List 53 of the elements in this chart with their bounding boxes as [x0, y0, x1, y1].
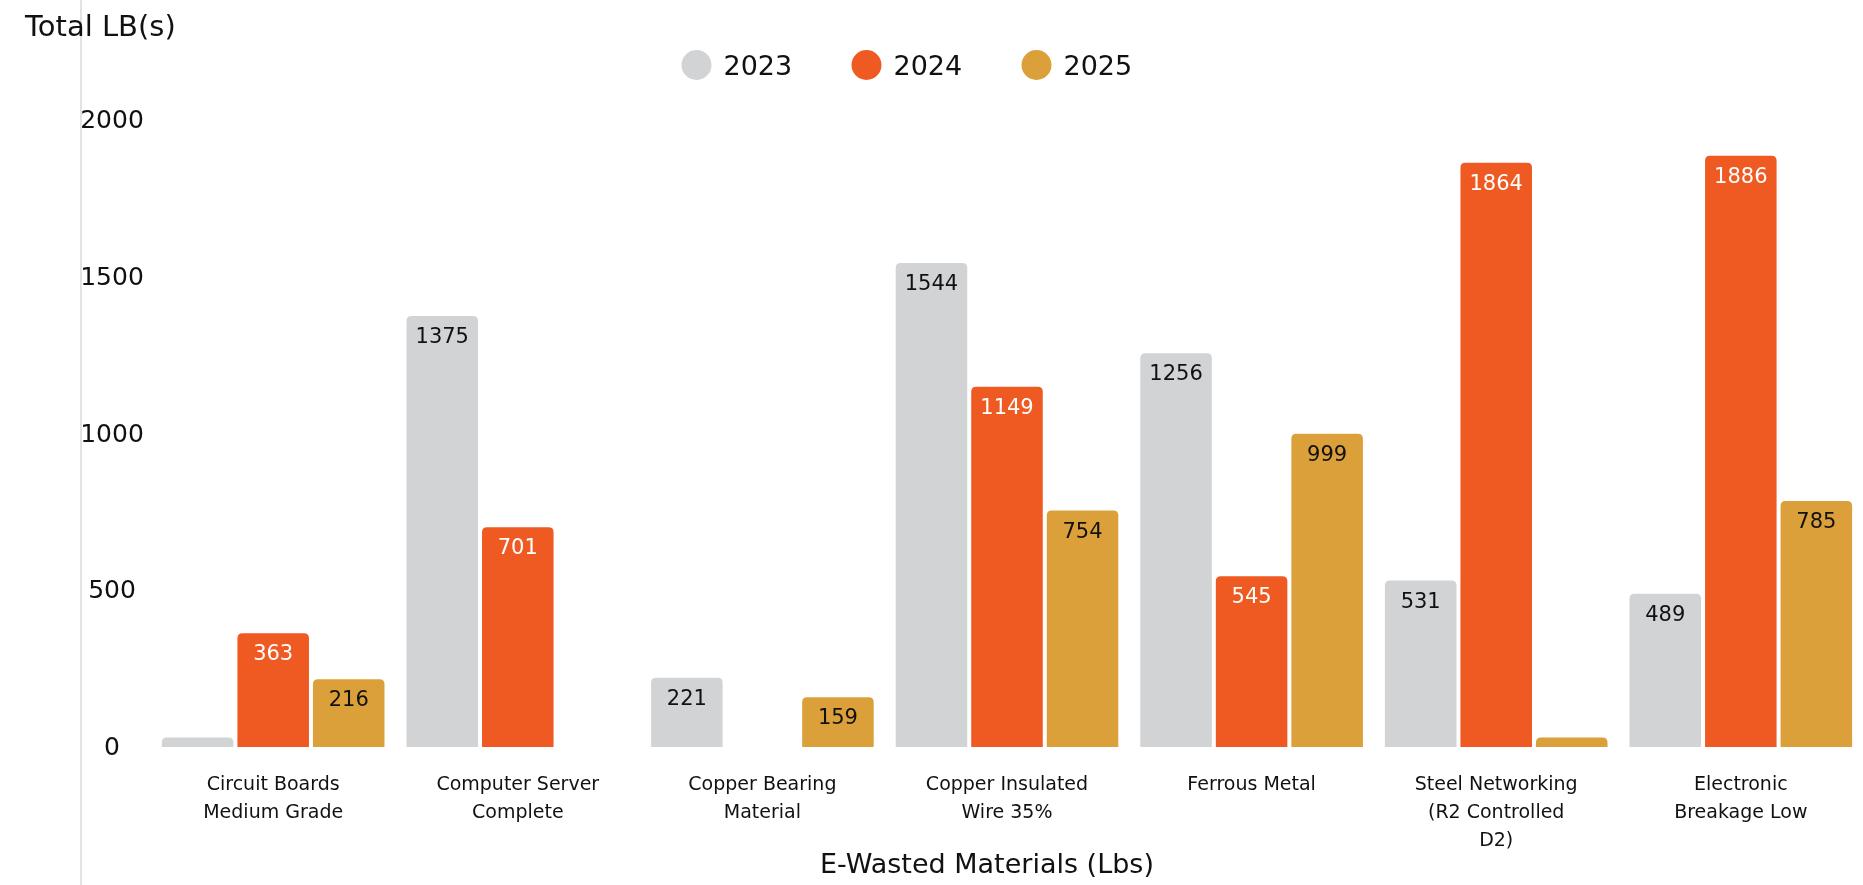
- legend-label: 2024: [893, 50, 963, 81]
- data-label: 1544: [904, 270, 959, 295]
- y-tick-label: 500: [88, 575, 136, 605]
- bar: [482, 527, 554, 747]
- data-label: 221: [666, 685, 707, 710]
- bar: [1460, 162, 1532, 747]
- x-tick-label: Ferrous Metal: [1187, 772, 1316, 794]
- bar: [161, 737, 234, 747]
- data-label: 1886: [1714, 163, 1768, 188]
- legend-label: 2025: [1063, 50, 1133, 81]
- data-label: 785: [1796, 508, 1837, 533]
- bar: [1535, 737, 1608, 747]
- x-tick-label: Copper Insulated Wire 35%: [925, 772, 1089, 822]
- bar: [1629, 593, 1702, 747]
- data-label: 1149: [980, 394, 1034, 419]
- x-tick-label: Computer Server Complete: [436, 772, 600, 822]
- bar: [802, 697, 874, 747]
- bar: [971, 386, 1043, 747]
- bar: [1291, 433, 1363, 747]
- y-tick-label: 2000: [80, 105, 144, 134]
- data-label: 363: [253, 641, 294, 666]
- y-tick-label: 0: [104, 732, 120, 761]
- bar: [1046, 510, 1119, 747]
- bar: [312, 679, 385, 747]
- x-tick-label: Circuit Boards Medium Grade: [203, 772, 344, 822]
- bar: [1215, 576, 1288, 747]
- y-tick-label: 1500: [80, 261, 144, 291]
- data-label: 1864: [1469, 170, 1523, 195]
- x-tick-label: Electronic Breakage Low: [1674, 772, 1808, 822]
- data-label: 159: [817, 705, 858, 730]
- bar: [1384, 580, 1457, 747]
- y-tick-label: 1000: [80, 418, 144, 448]
- bar: [237, 633, 309, 747]
- data-label: 545: [1231, 584, 1272, 609]
- bar: [895, 262, 968, 747]
- bar: [651, 677, 723, 747]
- bar: [406, 315, 479, 747]
- data-label: 531: [1400, 588, 1441, 613]
- data-label: 1375: [415, 323, 469, 348]
- bar: [1140, 353, 1212, 747]
- y-axis-title: Total LB(s): [24, 9, 176, 43]
- data-label: 754: [1062, 518, 1103, 543]
- data-label: 999: [1307, 441, 1348, 466]
- bar: [1780, 500, 1853, 747]
- data-label: 701: [497, 535, 538, 560]
- x-tick-label: Copper Bearing Material: [688, 772, 837, 822]
- x-axis-title: E-Wasted Materials (Lbs): [820, 848, 1154, 879]
- data-label: 1256: [1149, 361, 1203, 386]
- data-label: 216: [328, 687, 369, 712]
- x-tick-label: Steel Networking (R2 Controlled D2): [1414, 772, 1578, 850]
- legend-label: 2023: [723, 50, 793, 81]
- bar: [1705, 155, 1777, 747]
- data-label: 489: [1645, 601, 1686, 626]
